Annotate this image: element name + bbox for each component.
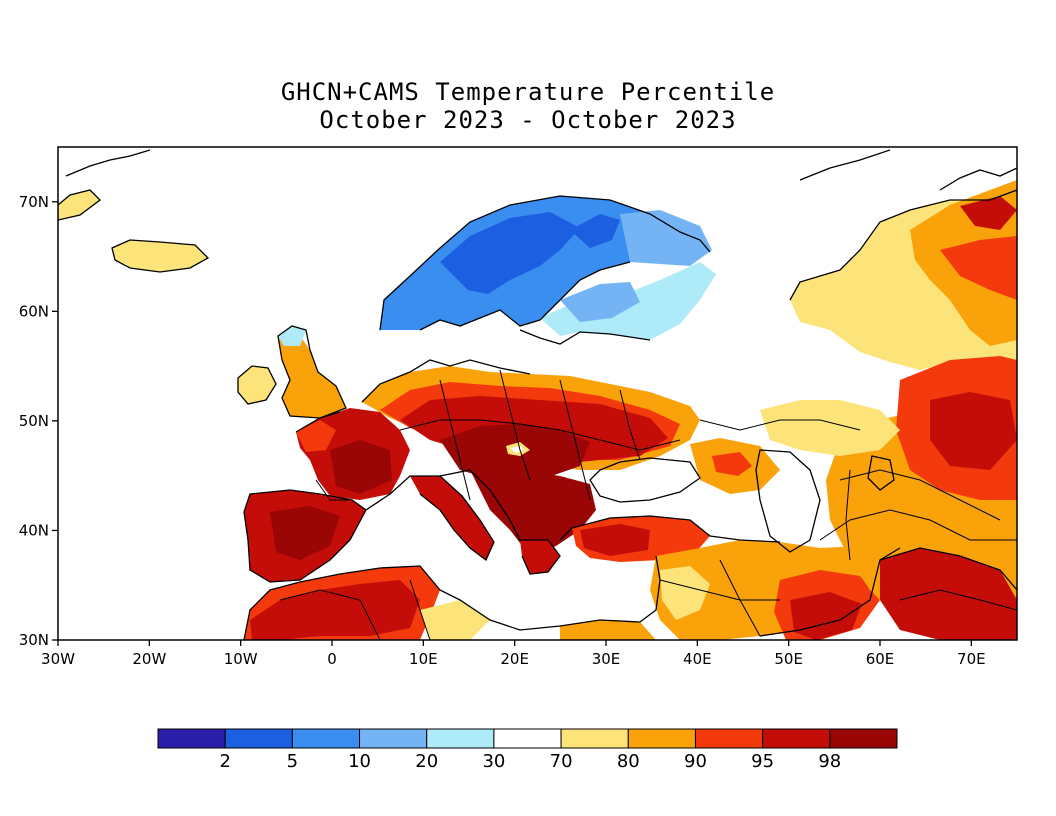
- colorbar-bin: [224, 728, 293, 749]
- country-borders: [279, 369, 1017, 640]
- colorbar-bin: [426, 728, 495, 749]
- lat-tick-label: 40N: [19, 521, 49, 539]
- colorbar-label: 5: [287, 751, 298, 772]
- colorbar-bin: [157, 728, 226, 749]
- colorbar-label: 10: [348, 751, 371, 772]
- lat-tick-label: 60N: [19, 302, 49, 320]
- lat-tick-label: 50N: [19, 412, 49, 430]
- lon-tick-label: 20E: [500, 650, 529, 668]
- greece-region: [520, 540, 560, 574]
- scandinavia-core: [440, 212, 580, 294]
- colorbar-bin: [627, 728, 696, 749]
- colorbar-bin: [493, 728, 562, 749]
- lat-tick-label: 70N: [19, 193, 49, 211]
- greenland-region: [58, 190, 100, 220]
- lon-tick-label: 20W: [132, 650, 166, 668]
- kola-region: [620, 210, 712, 266]
- colorbar: [157, 728, 898, 749]
- axis-tick-labels: 30W 20W 10W 0 10E 20E 30E 40E 50E 60E 70E 70N 60N 50N…: [19, 193, 986, 668]
- ireland-region: [238, 366, 276, 404]
- colorbar-label: 80: [617, 751, 640, 772]
- urals-hot: [940, 236, 1017, 300]
- colorbar-bin: [762, 728, 831, 749]
- finland-core: [570, 214, 620, 248]
- colorbar-bin: [694, 728, 764, 749]
- colorbar-label: 20: [415, 751, 438, 772]
- north-africa-core: [250, 580, 420, 640]
- colorbar-bin: [359, 728, 428, 749]
- lon-tick-label: 50E: [774, 650, 803, 668]
- russia-plain-light: [760, 400, 900, 456]
- lon-tick-label: 60E: [866, 650, 895, 668]
- levant-light: [660, 566, 710, 620]
- caucasus-hot: [712, 452, 752, 476]
- lon-tick-label: 10W: [224, 650, 258, 668]
- colorbar-bin: [829, 728, 898, 749]
- iberia-core: [270, 506, 340, 560]
- lon-tick-label: 70E: [957, 650, 986, 668]
- egypt-region: [560, 620, 656, 640]
- map-frame: [57, 146, 1018, 641]
- lat-tick-label: 30N: [19, 631, 49, 649]
- colorbar-label: 95: [751, 751, 774, 772]
- arctic-hot: [960, 196, 1017, 230]
- lon-tick-label: 30W: [41, 650, 75, 668]
- turkey-core: [580, 524, 650, 556]
- balkans-region: [470, 470, 596, 556]
- italy-region: [410, 476, 494, 560]
- lon-tick-label: 40E: [683, 650, 712, 668]
- lon-tick-label: 10E: [409, 650, 438, 668]
- france-core: [330, 440, 392, 494]
- kazakh-dark: [930, 392, 1017, 470]
- finland-south: [560, 282, 640, 322]
- libya-region: [420, 600, 490, 640]
- colorbar-bin: [291, 728, 361, 749]
- colorbar-label: 98: [818, 751, 841, 772]
- axis-ticks: [52, 201, 972, 646]
- percentile-field: [58, 180, 1017, 640]
- coastlines: [58, 149, 1017, 640]
- map-subtitle: October 2023 - October 2023: [319, 106, 737, 134]
- colorbar-label: 30: [482, 751, 505, 772]
- iceland-region: [112, 240, 208, 272]
- britain-region: [278, 330, 346, 418]
- colorbar-bin: [560, 728, 629, 749]
- colorbar-label: 2: [219, 751, 230, 772]
- lon-tick-label: 30E: [592, 650, 621, 668]
- colorbar-label: 70: [550, 751, 573, 772]
- map-title: GHCN+CAMS Temperature Percentile: [280, 78, 776, 106]
- colorbar-labels: 2 5 10 20 30 70 80 90 95 98: [219, 751, 841, 772]
- lon-tick-label: 0: [327, 650, 337, 668]
- colorbar-label: 90: [684, 751, 707, 772]
- iran-region: [880, 548, 1017, 640]
- france-west: [296, 420, 336, 452]
